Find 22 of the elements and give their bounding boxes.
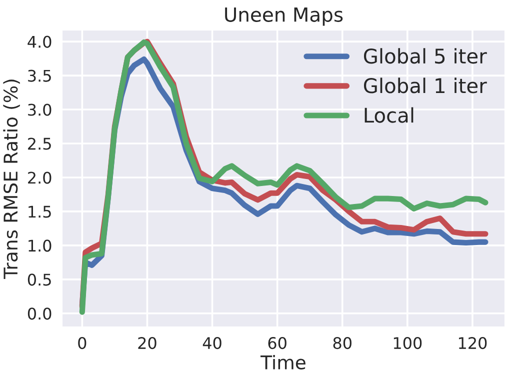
- x-tick-label: 40: [202, 337, 222, 350]
- y-tick-label: 2.5: [28, 138, 51, 150]
- x-tick-label: 80: [333, 337, 352, 350]
- y-tick-label: 1.0: [28, 240, 52, 252]
- x-tick-label: 0: [78, 337, 86, 350]
- x-tick-label: 20: [138, 337, 156, 350]
- y-tick-label: 0.5: [28, 274, 51, 286]
- legend-label: Global 5 iter: [364, 48, 487, 64]
- x-tick-label: 100: [394, 337, 422, 350]
- x-axis-title: Time: [260, 354, 306, 370]
- x-tick-label: 120: [458, 337, 487, 350]
- y-tick-label: 4.0: [28, 36, 52, 48]
- y-tick-label: 3.0: [28, 104, 52, 116]
- x-tick-label: 60: [268, 337, 286, 350]
- y-axis-title: Trans RMSE Ratio (%): [3, 80, 20, 280]
- legend-label: Global 1 iter: [364, 78, 487, 94]
- y-tick-label: 1.5: [28, 206, 51, 218]
- legend-label: Local: [364, 107, 414, 123]
- chart-title: Uneen Maps: [225, 7, 343, 26]
- y-tick-label: 0.0: [28, 308, 52, 320]
- y-tick-label: 3.5: [28, 70, 51, 82]
- y-tick-label: 2.0: [28, 172, 52, 184]
